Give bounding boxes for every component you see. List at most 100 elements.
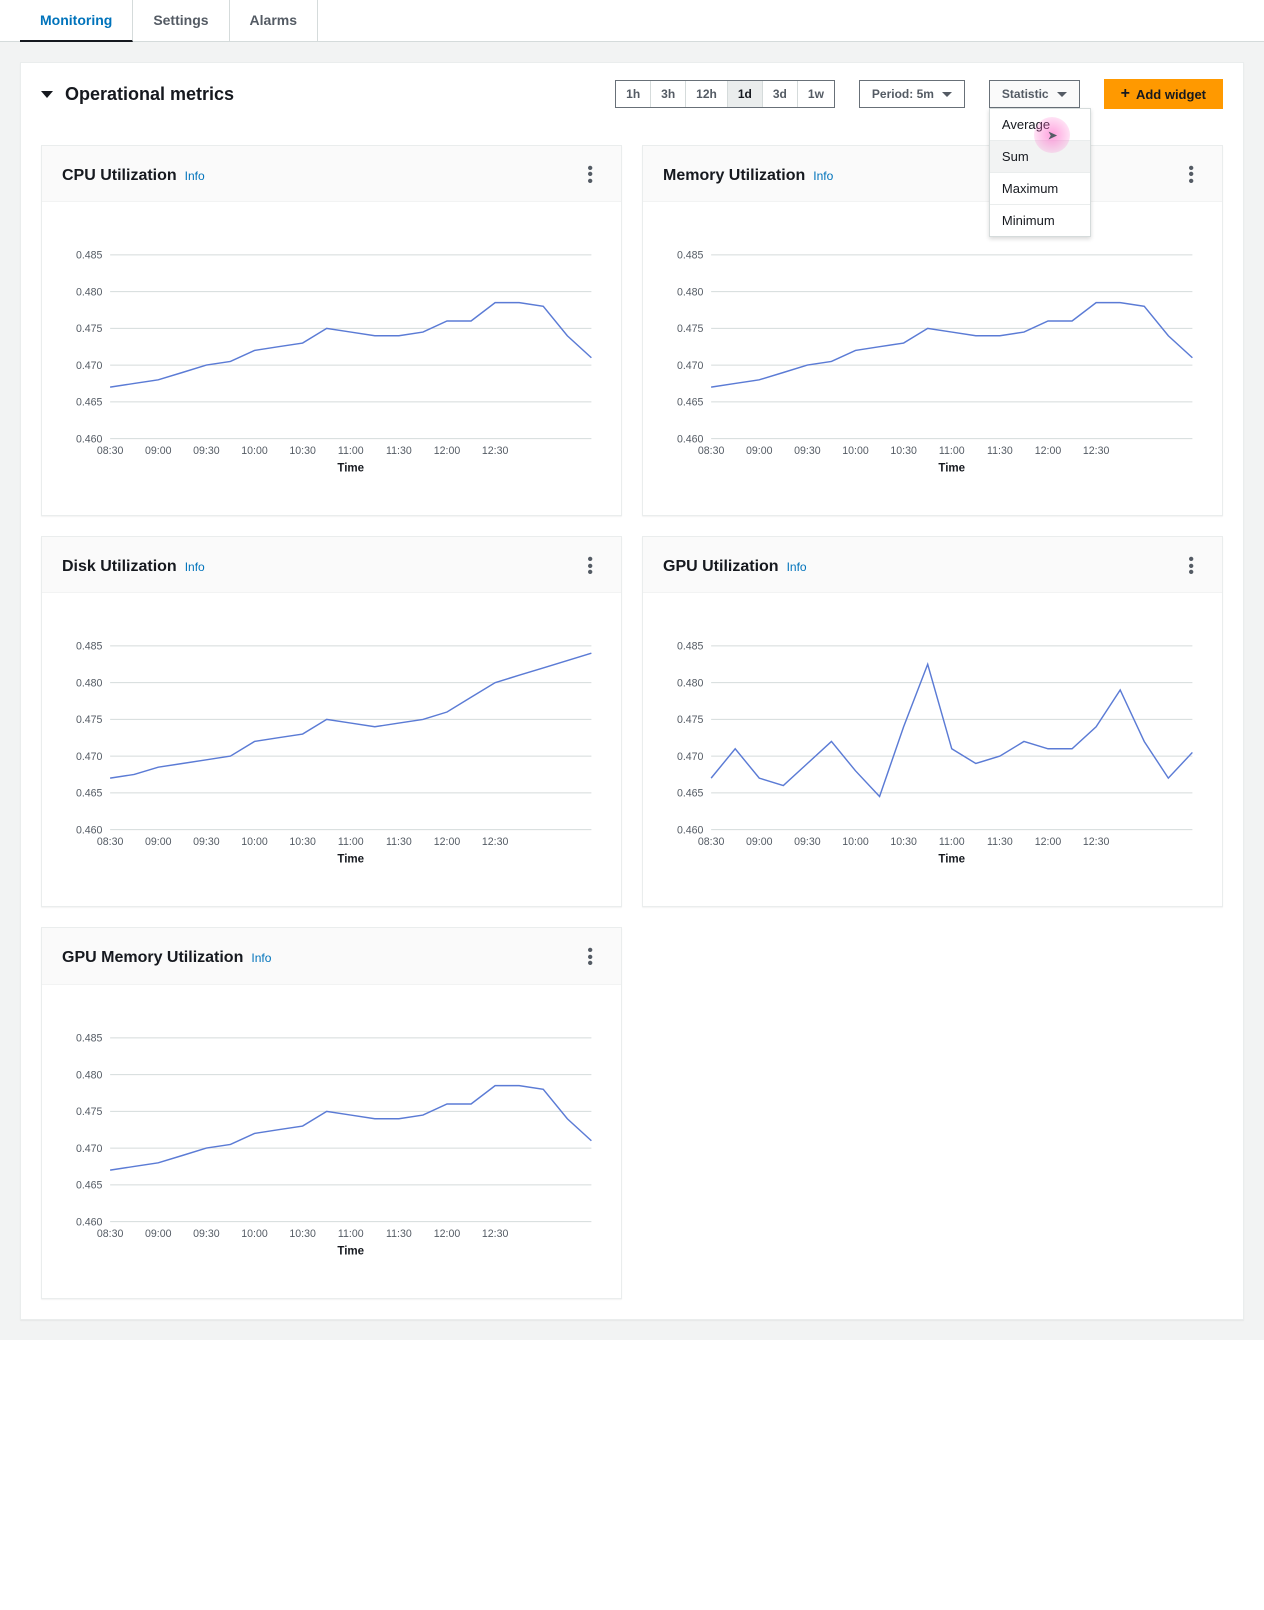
svg-text:0.480: 0.480 [76, 1069, 103, 1081]
panel-title: Operational metrics [65, 84, 234, 105]
svg-text:09:00: 09:00 [145, 445, 172, 457]
statistic-option-sum[interactable]: Sum [990, 141, 1090, 173]
statistic-option-minimum[interactable]: Minimum [990, 205, 1090, 236]
svg-text:Time: Time [337, 463, 364, 475]
info-link[interactable]: Info [185, 169, 205, 183]
chart-body: 0.4600.4650.4700.4750.4800.48508:3009:00… [42, 593, 621, 906]
svg-text:11:00: 11:00 [939, 445, 965, 457]
time-range-12h[interactable]: 12h [686, 81, 728, 107]
kebab-menu-icon[interactable]: ••• [1180, 162, 1202, 189]
svg-text:11:30: 11:30 [386, 1228, 412, 1240]
svg-text:0.475: 0.475 [76, 1106, 103, 1118]
tab-settings[interactable]: Settings [133, 0, 229, 41]
collapse-icon[interactable] [41, 91, 53, 98]
svg-text:10:00: 10:00 [241, 836, 268, 848]
svg-text:12:30: 12:30 [1083, 836, 1110, 848]
tab-alarms[interactable]: Alarms [230, 0, 318, 41]
svg-text:09:00: 09:00 [145, 1228, 172, 1240]
chart-title: Disk Utilization [62, 558, 177, 576]
tabs-bar: MonitoringSettingsAlarms [0, 0, 1264, 42]
time-range-1h[interactable]: 1h [616, 81, 651, 107]
time-range-3d[interactable]: 3d [763, 81, 798, 107]
statistic-label: Statistic [1002, 87, 1049, 101]
svg-text:0.470: 0.470 [76, 1142, 103, 1154]
kebab-menu-icon[interactable]: ••• [579, 944, 601, 971]
chart-card: CPU Utilization Info ••• 0.460 0.465 0.470… [41, 145, 622, 516]
svg-text:11:00: 11:00 [338, 836, 364, 848]
svg-text:10:30: 10:30 [289, 1228, 316, 1240]
chart-header: Memory Utilization Info ••• [643, 146, 1222, 202]
svg-text:0.470: 0.470 [76, 360, 103, 372]
chart-title: CPU Utilization [62, 167, 177, 185]
svg-text:Time: Time [938, 854, 965, 866]
svg-text:Time: Time [938, 463, 965, 475]
kebab-menu-icon[interactable]: ••• [579, 553, 601, 580]
chart-card: Disk Utilization Info ••• 0.4600.4650.47… [41, 536, 622, 907]
svg-text:0.475: 0.475 [76, 323, 103, 335]
chart-header: GPU Utilization Info ••• [643, 537, 1222, 593]
chart-title: Memory Utilization [663, 167, 805, 185]
chart-svg: 0.4600.4650.4700.4750.4800.48508:3009:00… [663, 613, 1202, 873]
kebab-menu-icon[interactable]: ••• [1180, 553, 1202, 580]
svg-text:0.460: 0.460 [677, 434, 704, 446]
svg-text:12:00: 12:00 [434, 836, 461, 848]
chart-header: CPU Utilization Info ••• [42, 146, 621, 202]
info-link[interactable]: Info [787, 560, 807, 574]
svg-text:11:00: 11:00 [338, 1228, 364, 1240]
svg-text:10:30: 10:30 [890, 445, 917, 457]
svg-text:08:30: 08:30 [97, 1228, 124, 1240]
time-range-1w[interactable]: 1w [798, 81, 834, 107]
chart-header: Disk Utilization Info ••• [42, 537, 621, 593]
chart-body: 0.4600.4650.4700.4750.4800.48508:3009:00… [42, 202, 621, 515]
svg-text:0.465: 0.465 [76, 1179, 103, 1191]
svg-text:0.475: 0.475 [677, 715, 704, 727]
metrics-panel: Operational metrics 1h3h12h1d3d1w Period… [20, 62, 1244, 1320]
svg-text:08:30: 08:30 [698, 836, 725, 848]
svg-text:0.480: 0.480 [76, 287, 103, 299]
svg-text:12:30: 12:30 [482, 836, 509, 848]
info-link[interactable]: Info [813, 169, 833, 183]
svg-text:12:00: 12:00 [1035, 445, 1062, 457]
tab-monitoring[interactable]: Monitoring [20, 0, 133, 42]
svg-text:0.475: 0.475 [76, 715, 103, 727]
svg-text:08:30: 08:30 [97, 445, 124, 457]
svg-text:09:00: 09:00 [746, 836, 773, 848]
svg-text:0.465: 0.465 [677, 788, 704, 800]
chart-card: GPU Utilization Info ••• 0.4600.4650.470… [642, 536, 1223, 907]
svg-text:10:00: 10:00 [842, 836, 869, 848]
kebab-menu-icon[interactable]: ••• [579, 162, 601, 189]
chart-svg: 0.4600.4650.4700.4750.4800.48508:3009:00… [62, 1005, 601, 1265]
svg-text:12:00: 12:00 [434, 445, 461, 457]
period-select[interactable]: Period: 5m [859, 80, 965, 108]
svg-text:11:30: 11:30 [987, 445, 1013, 457]
svg-text:09:00: 09:00 [746, 445, 773, 457]
time-range-3h[interactable]: 3h [651, 81, 686, 107]
svg-text:10:30: 10:30 [890, 836, 917, 848]
statistic-option-maximum[interactable]: Maximum [990, 173, 1090, 205]
info-link[interactable]: Info [251, 951, 271, 965]
svg-text:12:00: 12:00 [434, 1228, 461, 1240]
time-range-1d[interactable]: 1d [728, 81, 763, 107]
statistic-option-average[interactable]: Average [990, 109, 1090, 141]
svg-text:11:30: 11:30 [386, 836, 412, 848]
svg-text:0.465: 0.465 [76, 397, 103, 409]
chart-title: GPU Utilization [663, 558, 779, 576]
svg-text:Time: Time [337, 854, 364, 866]
svg-text:12:30: 12:30 [482, 445, 509, 457]
svg-text:09:30: 09:30 [794, 836, 821, 848]
svg-text:09:30: 09:30 [193, 1228, 220, 1240]
add-widget-button[interactable]: + Add widget [1104, 79, 1223, 109]
info-link[interactable]: Info [185, 560, 205, 574]
svg-text:0.485: 0.485 [677, 250, 704, 262]
chart-svg: 0.4600.4650.4700.4750.4800.48508:3009:00… [663, 222, 1202, 482]
statistic-select[interactable]: Statistic AverageSumMaximumMinimum ➤ [989, 80, 1080, 108]
plus-icon: + [1121, 86, 1130, 102]
svg-text:09:30: 09:30 [794, 445, 821, 457]
add-widget-label: Add widget [1136, 87, 1206, 102]
chart-title: GPU Memory Utilization [62, 949, 243, 967]
statistic-dropdown: AverageSumMaximumMinimum [989, 108, 1091, 237]
svg-text:0.470: 0.470 [76, 751, 103, 763]
svg-text:0.460: 0.460 [76, 434, 103, 446]
svg-text:11:00: 11:00 [338, 445, 364, 457]
svg-text:12:30: 12:30 [1083, 445, 1110, 457]
